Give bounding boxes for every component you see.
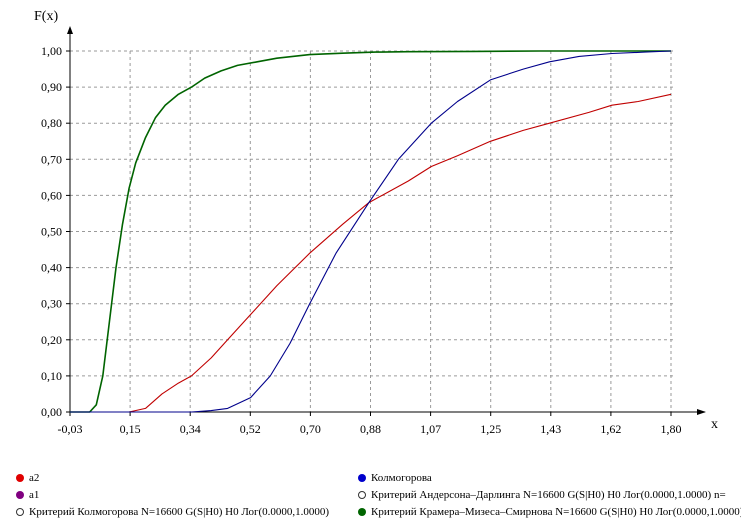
y-tick-label: 0,70 xyxy=(41,152,62,166)
series-line-2 xyxy=(70,93,672,413)
x-axis-title: x xyxy=(711,417,718,432)
x-tick-label: 1,07 xyxy=(420,422,441,436)
y-tick-label: 0,90 xyxy=(41,80,62,94)
y-axis-arrow xyxy=(67,26,73,34)
legend-label: Критерий Крамера–Мизеса–Смирнова N=16600… xyxy=(371,506,741,518)
series-line-3 xyxy=(70,50,672,413)
legend-marker xyxy=(16,491,24,499)
legend-label: a1 xyxy=(29,489,40,501)
series-line-1 xyxy=(70,50,671,413)
y-axis-title: F(x) xyxy=(34,9,58,24)
legend-marker xyxy=(358,491,366,499)
y-tick-label: 0,60 xyxy=(41,188,62,202)
legend-label: a2 xyxy=(29,472,40,484)
y-tick-label: 0,40 xyxy=(41,261,62,275)
x-tick-label: 0,34 xyxy=(180,422,201,436)
x-tick-label: -0,03 xyxy=(58,422,83,436)
legend-item-cramer-von-mises: Критерий Крамера–Мизеса–Смирнова N=16600… xyxy=(358,506,741,518)
y-tick-label: 1,00 xyxy=(41,44,62,58)
legend: a2 a1 Критерий Колмогорова N=16600 G(S|H… xyxy=(0,470,741,522)
y-tick-label: 0,20 xyxy=(41,333,62,347)
chart: -0,03 0,15 0,34 0,52 0,70 0,88 1,07 1,25 1,43 1,6… xyxy=(34,9,718,436)
legend-label: Колмогорова xyxy=(371,472,432,484)
x-tick-label: 0,88 xyxy=(360,422,381,436)
axes xyxy=(66,26,706,416)
tick-labels: -0,03 0,15 0,34 0,52 0,70 0,88 1,07 1,25 1,43 1,6… xyxy=(41,44,682,436)
x-tick-label: 0,70 xyxy=(300,422,321,436)
y-tick-label: 0,00 xyxy=(41,405,62,419)
legend-marker xyxy=(16,508,24,516)
legend-marker xyxy=(358,474,366,482)
y-tick-label: 0,30 xyxy=(41,297,62,311)
y-tick-label: 0,80 xyxy=(41,116,62,130)
x-tick-label: 1,62 xyxy=(600,422,621,436)
legend-label: Критерий Колмогорова N=16600 G(S|H0) H0 … xyxy=(29,506,330,518)
legend-marker xyxy=(16,474,24,482)
legend-item-a2: a2 xyxy=(16,472,39,484)
legend-item-kolmogorov: Колмогорова xyxy=(358,472,432,484)
x-tick-label: 1,80 xyxy=(661,422,682,436)
x-tick-label: 1,25 xyxy=(480,422,501,436)
y-tick-label: 0,10 xyxy=(41,369,62,383)
x-tick-label: 1,43 xyxy=(540,422,561,436)
legend-label: Критерий Андерсона–Дарлинга N=16600 G(S|… xyxy=(371,489,726,501)
legend-item-kolmogorov-criterion: Критерий Колмогорова N=16600 G(S|H0) H0 … xyxy=(16,506,329,518)
legend-marker xyxy=(358,508,366,516)
x-tick-label: 0,15 xyxy=(120,422,141,436)
x-tick-label: 0,52 xyxy=(240,422,261,436)
legend-item-anderson-darling: Критерий Андерсона–Дарлинга N=16600 G(S|… xyxy=(358,489,726,501)
grid xyxy=(70,50,675,412)
y-tick-label: 0,50 xyxy=(41,225,62,239)
series-lines xyxy=(70,50,672,413)
x-axis-arrow xyxy=(697,409,706,415)
legend-item-a1: a1 xyxy=(16,489,39,501)
